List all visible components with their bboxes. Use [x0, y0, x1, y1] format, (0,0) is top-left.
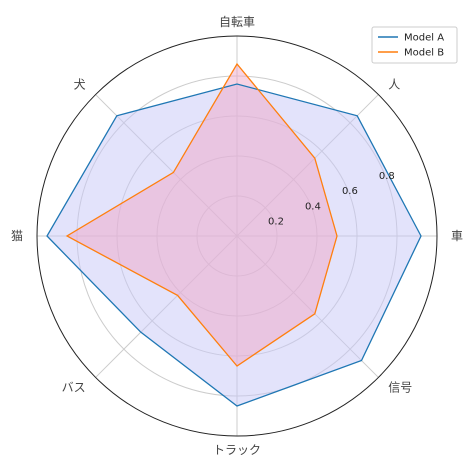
category-label-3: 犬: [74, 78, 86, 92]
legend: Model A Model B: [371, 26, 458, 64]
r-tick-label-1: 0.4: [305, 201, 321, 212]
r-tick-label-0: 0.2: [268, 217, 284, 228]
category-label-0: 車: [451, 229, 463, 243]
category-label-2: 自転車: [219, 15, 255, 29]
series-fill-1: [67, 64, 337, 366]
legend-label-model-b: Model B: [404, 48, 444, 59]
outer-frame: [36, 35, 438, 437]
category-label-1: 人: [388, 78, 400, 92]
series-layer: [46, 62, 422, 407]
r-tick-label-3: 0.8: [379, 171, 395, 182]
legend-box: [371, 26, 458, 64]
category-label-6: トラック: [213, 443, 261, 457]
category-label-7: 信号: [388, 380, 412, 394]
series-line-0: [46, 83, 422, 407]
category-label-4: 猫: [11, 229, 23, 243]
r-tick-label-2: 0.6: [342, 186, 358, 197]
category-label-5: バス: [62, 380, 86, 394]
series-line-1: [65, 62, 338, 367]
legend-label-model-a: Model A: [404, 33, 444, 44]
